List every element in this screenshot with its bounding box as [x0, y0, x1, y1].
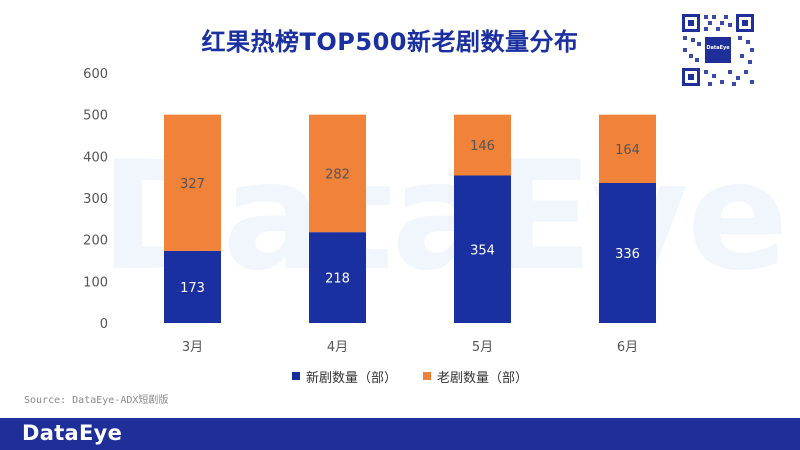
bar-segment-new: [454, 175, 511, 323]
legend-item-new: 新剧数量（部）: [291, 367, 397, 386]
legend-label-new: 新剧数量（部）: [305, 370, 397, 386]
data-label-old: 146: [470, 139, 495, 154]
legend-item-old: 老剧数量（部）: [423, 367, 528, 386]
bar-segment-old: [164, 114, 221, 251]
bar-segment-new: [599, 183, 656, 323]
data-label-new: 336: [615, 247, 640, 262]
qr-code-icon: [680, 12, 756, 88]
data-label-new: 354: [470, 243, 495, 258]
legend-swatch-old: [423, 372, 431, 380]
data-label-old: 164: [615, 143, 640, 158]
y-tick-label: 500: [83, 109, 108, 124]
qr-code-label: DataEye: [706, 45, 730, 51]
chart-title: 红果热榜TOP500新老剧数量分布: [201, 28, 579, 56]
legend: 新剧数量（部） 老剧数量（部）: [260, 367, 560, 386]
y-tick-label: 300: [83, 192, 108, 207]
y-tick-label: 400: [83, 150, 108, 165]
data-label-old: 327: [180, 177, 205, 192]
x-tick-label: 4月: [327, 340, 348, 355]
x-tick-label: 6月: [617, 340, 638, 355]
bar-segment-old: [309, 114, 366, 233]
source-note: Source: DataEye-ADX短剧版: [24, 395, 169, 406]
bar-segment-old: [599, 114, 656, 183]
legend-swatch-new: [291, 372, 300, 380]
y-tick-label: 600: [83, 67, 108, 82]
stacked-bar-chart: 0 100 200 300 400 500 600 173 327 3月 218 282 4月 354 14…: [83, 67, 656, 355]
bar-segment-new: [164, 250, 221, 323]
y-tick-label: 0: [100, 317, 108, 332]
y-tick-label: 100: [83, 275, 108, 290]
footer-logo: DataEye: [22, 421, 123, 445]
x-tick-label: 5月: [472, 340, 493, 355]
data-label-new: 173: [180, 281, 205, 296]
bar-segment-old: [454, 114, 511, 176]
data-label-old: 282: [325, 167, 350, 182]
legend-label-old: 老剧数量（部）: [437, 370, 529, 386]
data-label-new: 218: [325, 272, 350, 287]
y-tick-label: 200: [83, 234, 108, 249]
bar-segment-new: [309, 232, 366, 323]
footer-bar: DataEye: [0, 418, 800, 450]
x-tick-label: 3月: [182, 340, 203, 355]
